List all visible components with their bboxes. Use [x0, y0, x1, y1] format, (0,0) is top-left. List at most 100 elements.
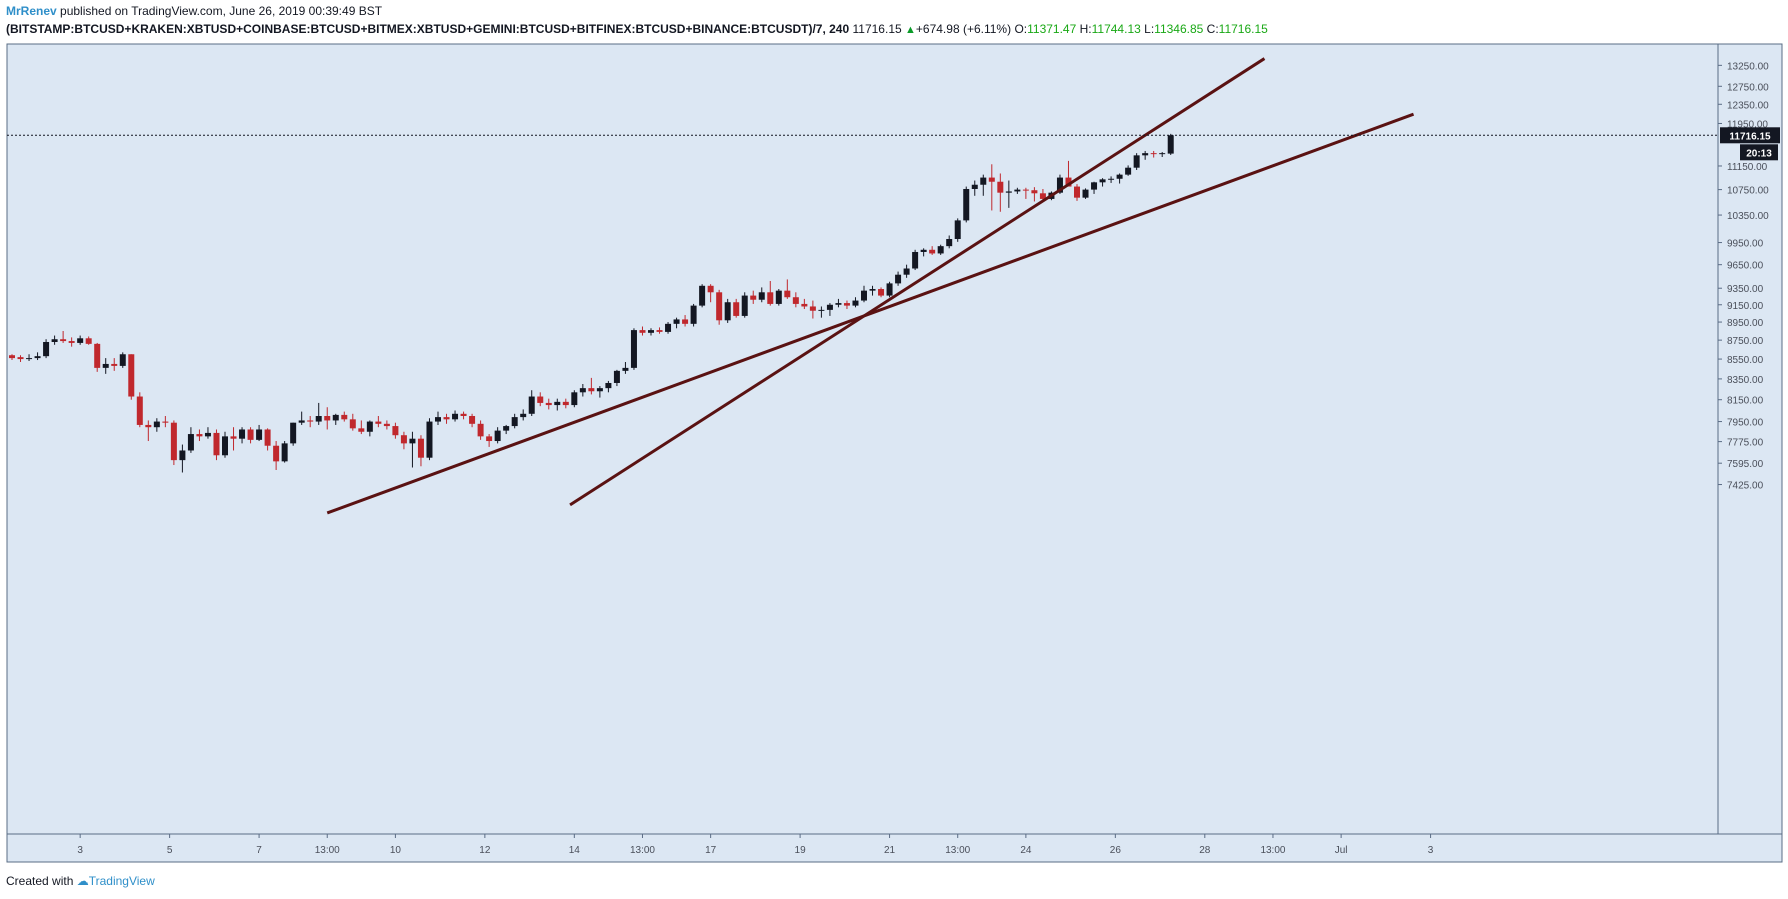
- candle-body: [937, 246, 944, 254]
- candle-body: [102, 363, 109, 368]
- candle-body: [673, 319, 680, 324]
- candle: [954, 218, 961, 242]
- footer: Created with ☁TradingView: [6, 874, 155, 888]
- candle: [264, 428, 271, 451]
- price-tick-label: 7595.00: [1727, 459, 1764, 470]
- candle: [145, 420, 152, 442]
- candle: [128, 354, 135, 400]
- candle: [247, 427, 254, 444]
- candle-body: [630, 330, 637, 368]
- candle-body: [690, 305, 697, 324]
- candle-body: [775, 290, 782, 304]
- candle-body: [1014, 189, 1021, 192]
- high-label: H:: [1079, 22, 1092, 36]
- candle: [409, 431, 416, 468]
- created-with-text: Created with: [6, 874, 74, 888]
- time-tick-label: 10: [390, 845, 402, 856]
- price-tick-label: 10350.00: [1727, 211, 1769, 222]
- candle: [1116, 173, 1123, 184]
- candle-body: [835, 303, 842, 305]
- candle: [375, 416, 382, 428]
- author-link[interactable]: MrRenev: [6, 4, 57, 18]
- candle-body: [119, 354, 126, 366]
- candle: [648, 328, 654, 336]
- plot-area[interactable]: [6, 43, 1719, 835]
- open-label: O:: [1014, 22, 1028, 36]
- candle: [1082, 188, 1089, 199]
- candle-body: [588, 388, 595, 392]
- candle-body: [784, 290, 791, 298]
- candle: [886, 281, 893, 298]
- time-scale[interactable]: [6, 833, 1783, 863]
- candle-body: [929, 249, 936, 254]
- candle: [801, 298, 808, 310]
- candle-body: [435, 417, 441, 422]
- candle: [520, 409, 527, 421]
- candle: [980, 174, 987, 196]
- candle-body: [1142, 153, 1149, 156]
- candle: [852, 297, 859, 308]
- candle: [1125, 165, 1132, 176]
- candle-body: [1159, 153, 1166, 155]
- candle: [452, 410, 459, 422]
- candle: [136, 392, 143, 428]
- candle: [281, 441, 288, 463]
- time-tick-label: 14: [569, 845, 581, 856]
- candle: [895, 271, 902, 286]
- price-change: +674.98 (+6.11%): [915, 22, 1012, 36]
- candle-body: [477, 423, 484, 437]
- price-scale[interactable]: [1717, 43, 1783, 835]
- candle-body: [162, 421, 169, 423]
- candle: [818, 306, 825, 318]
- time-tick-label: 13:00: [630, 845, 655, 856]
- candle-body: [912, 251, 919, 269]
- candle-body: [545, 402, 552, 406]
- time-tick-label: 26: [1110, 845, 1122, 856]
- candles-group: [9, 133, 1174, 473]
- candle: [187, 427, 194, 453]
- candle: [417, 435, 424, 467]
- candle-body: [469, 416, 476, 424]
- candle: [298, 411, 305, 425]
- candle-body: [452, 413, 459, 420]
- candle: [937, 244, 944, 255]
- trendline[interactable]: [569, 57, 1266, 507]
- time-tick-label: 24: [1020, 845, 1032, 856]
- candle-body: [324, 416, 331, 421]
- candle-body: [1074, 186, 1080, 198]
- candle-body: [665, 323, 672, 332]
- tradingview-logo-icon[interactable]: ☁: [76, 874, 89, 888]
- candle: [68, 337, 75, 347]
- candle: [77, 335, 84, 345]
- candle: [699, 284, 706, 308]
- candle-body: [537, 396, 544, 403]
- candle-body: [1150, 153, 1157, 155]
- tradingview-brand[interactable]: TradingView: [88, 874, 155, 888]
- candle-body: [648, 330, 654, 333]
- candle-body: [1099, 179, 1106, 183]
- candle: [596, 386, 603, 398]
- candle: [486, 434, 493, 447]
- candle: [920, 248, 927, 257]
- price-tick-label: 11950.00: [1727, 119, 1768, 130]
- candle: [239, 427, 246, 444]
- candle: [707, 284, 714, 303]
- candle-body: [426, 421, 433, 458]
- countdown-label: 20:13: [1746, 148, 1772, 159]
- candle-body: [818, 309, 825, 311]
- triangle-up-icon: ▲: [905, 24, 916, 36]
- candle-body: [852, 300, 859, 306]
- candle: [912, 249, 919, 271]
- candle: [716, 289, 723, 325]
- candle: [843, 300, 850, 310]
- candle-body: [792, 297, 799, 304]
- candle: [1108, 176, 1115, 183]
- candle-body: [801, 303, 808, 307]
- candle: [588, 377, 595, 395]
- candle: [179, 444, 186, 473]
- symbol-name[interactable]: (BITSTAMP:BTCUSD+KRAKEN:XBTUSD+COINBASE:…: [6, 22, 850, 36]
- candle-body: [980, 177, 987, 185]
- candle-body: [895, 274, 902, 284]
- time-tick-label: 3: [1428, 845, 1434, 856]
